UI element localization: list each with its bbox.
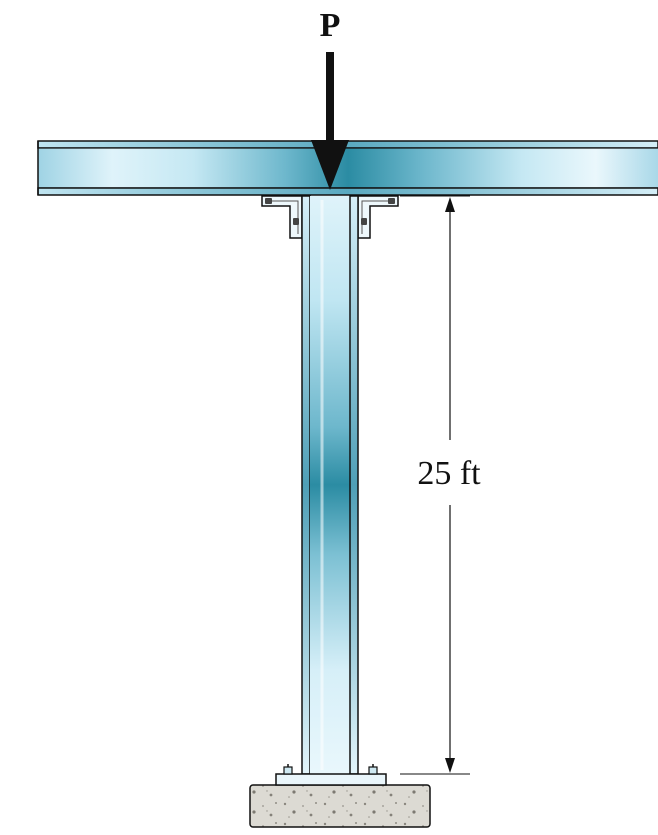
height-dimension-label: 25 ft	[417, 455, 481, 492]
column-left-flange	[301, 195, 311, 775]
load-arrow-shaft	[326, 52, 334, 144]
column-base	[249, 764, 431, 828]
height-dimension	[400, 195, 470, 775]
dimension-arrow-top	[445, 197, 455, 212]
vertical-column	[301, 195, 359, 775]
connection-angle-right	[357, 195, 399, 239]
column-web	[310, 196, 350, 774]
dimension-arrow-bottom	[445, 758, 455, 773]
anchor-bolt-right	[368, 764, 378, 775]
base-plate	[275, 773, 387, 786]
load-label: P	[320, 7, 341, 44]
beam-bottom-flange	[37, 187, 658, 196]
anchor-bolt-left	[283, 764, 293, 775]
load-arrow-head	[311, 140, 349, 190]
beam-web	[38, 148, 658, 188]
load-arrow	[311, 52, 349, 190]
concrete-footing	[249, 784, 431, 828]
connection-angle-left	[261, 195, 303, 239]
column-right-flange	[349, 195, 359, 775]
horizontal-beam	[37, 140, 658, 196]
